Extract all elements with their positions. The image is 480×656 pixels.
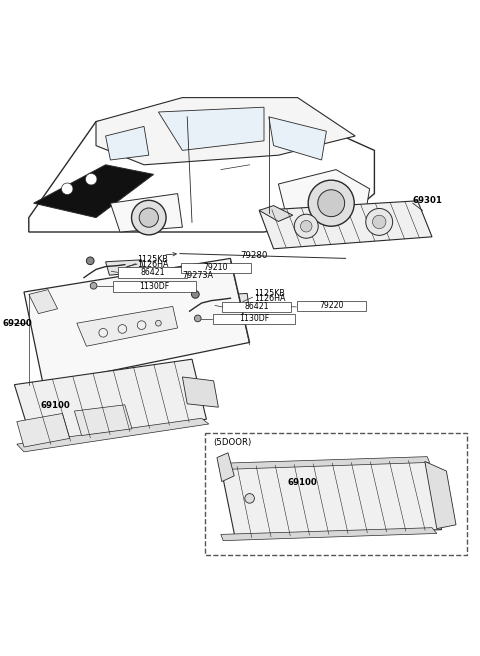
Text: 79220: 79220: [319, 301, 343, 310]
FancyBboxPatch shape: [213, 314, 295, 324]
FancyBboxPatch shape: [113, 281, 196, 291]
Polygon shape: [211, 293, 249, 308]
Circle shape: [308, 180, 354, 226]
Polygon shape: [278, 170, 370, 222]
Polygon shape: [24, 258, 250, 384]
Circle shape: [61, 183, 73, 195]
Text: (5DOOR): (5DOOR): [214, 438, 252, 447]
Text: 79280: 79280: [240, 251, 267, 260]
Polygon shape: [106, 260, 144, 276]
Polygon shape: [217, 453, 234, 482]
FancyBboxPatch shape: [297, 300, 366, 311]
Circle shape: [156, 320, 161, 326]
Polygon shape: [158, 107, 264, 150]
Text: 69100: 69100: [41, 401, 71, 410]
Polygon shape: [259, 201, 432, 249]
Polygon shape: [96, 98, 355, 165]
Text: 69200: 69200: [2, 319, 32, 328]
Polygon shape: [106, 127, 149, 160]
Polygon shape: [259, 205, 293, 222]
Text: 1126HA: 1126HA: [254, 295, 286, 303]
Text: 86421: 86421: [140, 268, 165, 277]
Polygon shape: [77, 306, 178, 346]
Text: 86421: 86421: [244, 302, 269, 312]
FancyBboxPatch shape: [181, 262, 251, 274]
Circle shape: [294, 215, 318, 238]
Text: 79210: 79210: [204, 264, 228, 272]
Polygon shape: [29, 289, 58, 314]
Circle shape: [318, 190, 345, 216]
FancyBboxPatch shape: [205, 433, 467, 554]
Polygon shape: [269, 117, 326, 160]
Text: 1130DF: 1130DF: [140, 281, 169, 291]
Polygon shape: [425, 461, 456, 529]
Text: 69100: 69100: [288, 478, 318, 487]
Circle shape: [139, 208, 158, 227]
Polygon shape: [74, 405, 132, 436]
Circle shape: [85, 173, 97, 185]
Circle shape: [245, 493, 254, 503]
Circle shape: [90, 282, 97, 289]
Circle shape: [194, 315, 201, 321]
Text: 1125KB: 1125KB: [137, 255, 168, 264]
Text: 79273A: 79273A: [182, 271, 214, 279]
Circle shape: [366, 209, 393, 236]
Circle shape: [132, 200, 166, 235]
Text: 1130DF: 1130DF: [239, 314, 269, 323]
Text: 1126HA: 1126HA: [137, 260, 168, 269]
Circle shape: [372, 215, 386, 229]
FancyBboxPatch shape: [118, 267, 187, 277]
Polygon shape: [182, 377, 218, 407]
Polygon shape: [17, 413, 70, 447]
Polygon shape: [14, 359, 206, 447]
Polygon shape: [221, 460, 442, 538]
Polygon shape: [17, 419, 209, 452]
Text: 69301: 69301: [413, 196, 443, 205]
Polygon shape: [110, 194, 182, 232]
Circle shape: [192, 291, 199, 298]
Polygon shape: [221, 527, 437, 541]
Polygon shape: [218, 457, 430, 470]
FancyBboxPatch shape: [222, 302, 291, 312]
Polygon shape: [34, 165, 154, 218]
Circle shape: [86, 257, 94, 264]
Polygon shape: [29, 107, 374, 232]
Circle shape: [300, 220, 312, 232]
Circle shape: [137, 321, 146, 329]
Circle shape: [118, 325, 127, 333]
Text: 1125KB: 1125KB: [254, 289, 285, 298]
Circle shape: [99, 329, 108, 337]
